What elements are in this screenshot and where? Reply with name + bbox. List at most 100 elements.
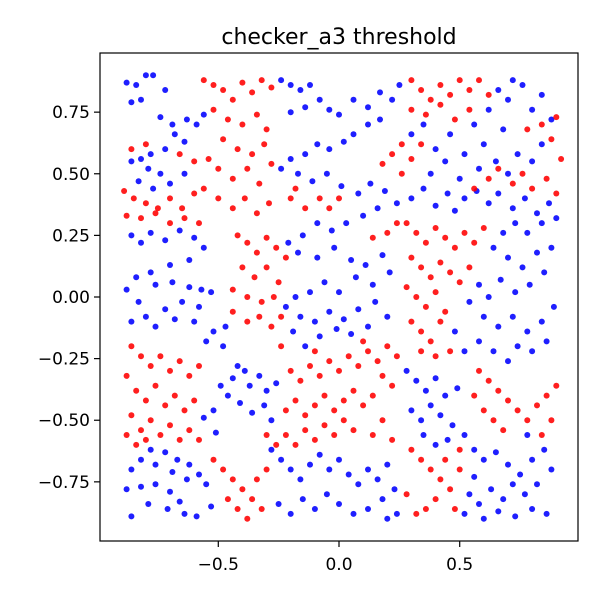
scatter-point bbox=[167, 180, 173, 187]
scatter-point bbox=[186, 461, 193, 468]
scatter-point bbox=[432, 289, 439, 296]
scatter-point bbox=[244, 294, 251, 300]
scatter-point bbox=[343, 220, 350, 227]
scatter-point bbox=[403, 284, 410, 291]
scatter-point bbox=[152, 461, 159, 468]
scatter-point bbox=[273, 380, 280, 387]
scatter-point bbox=[179, 298, 186, 305]
scatter-point bbox=[210, 456, 217, 463]
scatter-point bbox=[323, 170, 330, 177]
scatter-point bbox=[282, 407, 289, 414]
scatter-point bbox=[538, 318, 545, 325]
scatter-point bbox=[268, 446, 275, 453]
scatter-point bbox=[422, 239, 429, 246]
scatter-point bbox=[186, 427, 193, 434]
scatter-point bbox=[379, 417, 386, 424]
scatter-point bbox=[413, 229, 420, 236]
scatter-point bbox=[229, 205, 236, 212]
scatter-point bbox=[307, 363, 313, 369]
scatter-point bbox=[326, 146, 333, 153]
scatter-point bbox=[200, 244, 207, 251]
scatter-point bbox=[200, 77, 207, 84]
scatter-point bbox=[278, 456, 285, 463]
scatter-point bbox=[181, 510, 188, 517]
scatter-point bbox=[157, 170, 164, 177]
scatter-point bbox=[553, 382, 560, 389]
scatter-point bbox=[509, 205, 516, 212]
scatter-point bbox=[176, 151, 183, 158]
scatter-point bbox=[336, 456, 342, 463]
scatter-point bbox=[451, 207, 458, 214]
scatter-point bbox=[316, 372, 323, 379]
scatter-point bbox=[369, 281, 376, 288]
scatter-point bbox=[191, 158, 198, 165]
scatter-point bbox=[311, 402, 318, 409]
scatter-point bbox=[408, 318, 415, 325]
scatter-point bbox=[509, 481, 516, 488]
scatter-point bbox=[191, 397, 198, 404]
scatter-point bbox=[505, 397, 511, 404]
scatter-point bbox=[420, 121, 427, 128]
scatter-point bbox=[456, 77, 463, 84]
y-tick-label: 0.00 bbox=[52, 288, 90, 308]
scatter-point bbox=[249, 151, 256, 158]
scatter-point bbox=[442, 158, 449, 165]
scatter-point bbox=[393, 220, 400, 227]
scatter-point bbox=[244, 515, 251, 522]
scatter-point bbox=[553, 215, 560, 222]
scatter-point bbox=[331, 407, 338, 414]
scatter-point bbox=[287, 367, 294, 374]
scatter-point bbox=[275, 279, 282, 286]
scatter-point bbox=[372, 298, 379, 305]
points-layer bbox=[121, 72, 565, 522]
scatter-point bbox=[534, 210, 540, 217]
scatter-point bbox=[389, 382, 396, 389]
scatter-point bbox=[379, 372, 386, 379]
scatter-point bbox=[321, 392, 328, 399]
scatter-point bbox=[381, 188, 388, 194]
scatter-point bbox=[377, 116, 383, 123]
scatter-point bbox=[485, 106, 492, 113]
scatter-point bbox=[171, 316, 178, 323]
scatter-point bbox=[350, 510, 357, 517]
scatter-point bbox=[365, 323, 371, 330]
scatter-point bbox=[495, 387, 502, 394]
scatter-point bbox=[162, 449, 169, 456]
scatter-point bbox=[302, 205, 309, 212]
scatter-point bbox=[471, 239, 478, 246]
scatter-point bbox=[514, 151, 521, 158]
scatter-point bbox=[350, 96, 357, 103]
scatter-point bbox=[505, 254, 511, 261]
scatter-point bbox=[135, 178, 142, 185]
scatter-point bbox=[485, 175, 492, 182]
scatter-point bbox=[326, 308, 333, 315]
scatter-point bbox=[480, 515, 487, 522]
scatter-point bbox=[524, 432, 531, 438]
scatter-point bbox=[456, 466, 463, 473]
scatter-point bbox=[500, 229, 507, 236]
scatter-point bbox=[534, 481, 540, 488]
scatter-point bbox=[229, 476, 236, 483]
scatter-point bbox=[196, 471, 202, 478]
scatter-point bbox=[323, 491, 330, 498]
scatter-point bbox=[514, 343, 521, 350]
scatter-point bbox=[437, 476, 444, 483]
scatter-point bbox=[328, 227, 335, 234]
scatter-point bbox=[490, 348, 497, 355]
scatter-point bbox=[548, 466, 555, 473]
scatter-point bbox=[167, 367, 173, 374]
scatter-point bbox=[138, 456, 144, 463]
scatter-point bbox=[558, 156, 565, 162]
scatter-point bbox=[208, 289, 215, 296]
scatter-point bbox=[167, 422, 173, 429]
scatter-point bbox=[297, 476, 304, 483]
scatter-point bbox=[495, 165, 502, 172]
scatter-point bbox=[384, 515, 391, 522]
scatter-point bbox=[200, 111, 207, 118]
scatter-point bbox=[278, 165, 285, 172]
scatter-point bbox=[181, 215, 188, 222]
scatter-point bbox=[444, 190, 451, 197]
y-tick-label: −0.25 bbox=[38, 350, 90, 370]
y-tick-label: 0.25 bbox=[52, 226, 90, 246]
scatter-point bbox=[379, 160, 386, 167]
